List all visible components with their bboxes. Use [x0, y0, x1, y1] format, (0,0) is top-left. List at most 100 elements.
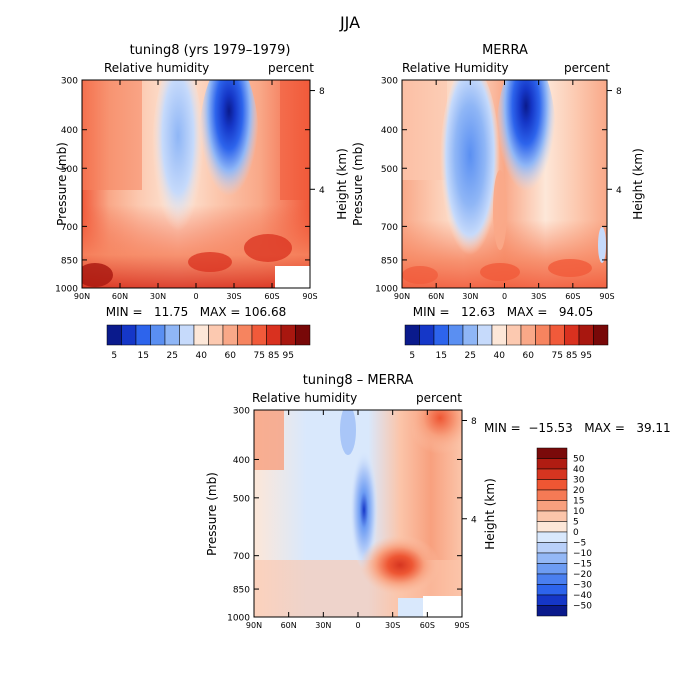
colorbar-swatch	[433, 324, 449, 346]
colorbar-swatch	[536, 542, 568, 554]
heatmap-field	[254, 410, 462, 617]
right-axis: 84	[310, 87, 325, 196]
x-tick-label: 60S	[420, 621, 435, 630]
heatmap-missing-data	[423, 596, 462, 617]
x-tick-label: 60S	[565, 292, 580, 301]
heatmap-dry-patch	[598, 227, 606, 263]
colorbar-swatch	[150, 324, 166, 346]
panel-subtitle-left: Relative Humidity	[402, 61, 509, 75]
colorbar-swatch	[520, 324, 536, 346]
heatmap-nh-dry-band	[440, 80, 500, 265]
colorbar-swatch	[419, 324, 435, 346]
heatmap-field	[82, 80, 310, 288]
colorbar-label: 25	[167, 351, 178, 361]
colorbar-swatch	[536, 563, 568, 575]
panel-title: tuning8 (yrs 1979–1979)	[130, 43, 291, 58]
right-axis: 84	[462, 417, 477, 525]
x-tick-label: 60N	[281, 621, 297, 630]
y-tick-label: 1000	[227, 614, 250, 624]
panel-tuning8: tuning8 (yrs 1979–1979) Relative humidit…	[55, 43, 349, 361]
colorbar-label: 50	[573, 455, 585, 465]
y-axis-right-label: Height (km)	[483, 478, 497, 549]
colorbar-swatch	[535, 324, 551, 346]
y-right-tick-label: 4	[616, 186, 622, 196]
colorbar-label: 5	[111, 351, 117, 361]
panel-subtitle-right: percent	[564, 61, 610, 75]
colorbar-label: 95	[581, 351, 592, 361]
colorbar-swatch	[121, 324, 137, 346]
colorbar-swatch	[106, 324, 122, 346]
colorbar-swatch	[237, 324, 253, 346]
colorbar-swatch	[536, 521, 568, 533]
heatmap-positive-core	[360, 535, 440, 595]
heatmap-sh-dry-core	[199, 80, 259, 230]
y-tick-label: 850	[381, 256, 398, 266]
heatmap-missing-data	[275, 266, 310, 288]
stats-text: MIN = 12.63 MAX = 94.05	[413, 305, 593, 319]
colorbar-label: 30	[573, 476, 585, 486]
x-tick-label: 0	[502, 292, 507, 301]
colorbar-label: 20	[573, 486, 585, 496]
colorbar-label: 15	[573, 497, 584, 507]
x-tick-label: 90S	[454, 621, 469, 630]
colorbar-swatch	[404, 324, 420, 346]
colorbar-label: 95	[283, 351, 294, 361]
y-tick-label: 1000	[375, 285, 398, 295]
colorbar-swatch	[477, 324, 493, 346]
bottom-axis: 90N 60N 30N 0 30S 60S 90S	[74, 80, 318, 301]
bottom-axis: 90N 60N 30N 0 30S 60S 90S	[246, 410, 470, 630]
colorbar-label: −50	[573, 602, 592, 612]
colorbar-swatch	[536, 605, 568, 617]
heatmap-top-right-moist-band	[280, 80, 310, 200]
colorbar-label: 75	[254, 351, 265, 361]
colorbar-swatch	[448, 324, 464, 346]
colorbar-swatch	[536, 447, 568, 459]
left-axis: 300 400 500 700 850 1000	[55, 77, 310, 295]
heatmap-positive-upper-right	[412, 410, 462, 460]
heatmap-moist-spot	[480, 263, 520, 281]
colorbar-label: −20	[573, 570, 592, 580]
colorbar-label: 0	[573, 528, 579, 538]
panel-subtitle-left: Relative humidity	[104, 61, 209, 75]
x-tick-label: 90N	[246, 621, 262, 630]
colorbar-swatch	[266, 324, 282, 346]
y-axis-right-label: Height (km)	[335, 148, 349, 219]
heatmap-moist-column	[493, 170, 507, 250]
y-tick-label: 500	[381, 165, 398, 175]
colorbar-label: 25	[465, 351, 476, 361]
colorbar-label: 85	[268, 351, 279, 361]
panel-merra: MERRA Relative Humidity percent 30040050…	[351, 43, 645, 361]
y-tick-label: 700	[61, 223, 78, 233]
heatmap-moist-spot	[188, 252, 232, 272]
y-tick-label: 850	[233, 586, 250, 596]
colorbar-swatch	[208, 324, 224, 346]
panel-title: tuning8 – MERRA	[303, 373, 414, 388]
y-axis-right-label: Height (km)	[631, 148, 645, 219]
x-tick-label: 30S	[531, 292, 546, 301]
colorbar-swatch	[506, 324, 522, 346]
colorbar-swatch	[536, 510, 568, 522]
colorbar-swatch	[193, 324, 209, 346]
y-tick-label: 1000	[55, 285, 78, 295]
colorbar-label: 10	[573, 507, 585, 517]
colorbar: 5 15 25 40 60 75 85 95	[106, 324, 311, 361]
heatmap-moist-spot	[244, 234, 292, 262]
x-tick-label: 30S	[385, 621, 400, 630]
right-axis: 84	[607, 87, 622, 196]
y-tick-label: 700	[381, 223, 398, 233]
panel-subtitle-left: Relative humidity	[252, 391, 357, 405]
x-tick-label: 30N	[462, 292, 478, 301]
heatmap-negative-core	[350, 450, 378, 570]
colorbar-label: 40	[573, 465, 585, 475]
colorbar: 5 15 25 40 60 75 85 95	[404, 324, 609, 361]
panel-title: MERRA	[482, 43, 528, 58]
colorbar-swatch	[536, 594, 568, 606]
y-axis-label: Pressure (mb)	[55, 142, 69, 226]
x-tick-label: 90S	[302, 292, 317, 301]
bottom-axis: 90N 60N 30N 0 30S 60S 90S	[394, 80, 615, 301]
y-tick-label: 400	[381, 126, 398, 136]
colorbar-swatch	[593, 324, 609, 346]
heatmap-negative-upper	[340, 410, 356, 455]
heatmap-top-left-positive	[254, 410, 284, 470]
